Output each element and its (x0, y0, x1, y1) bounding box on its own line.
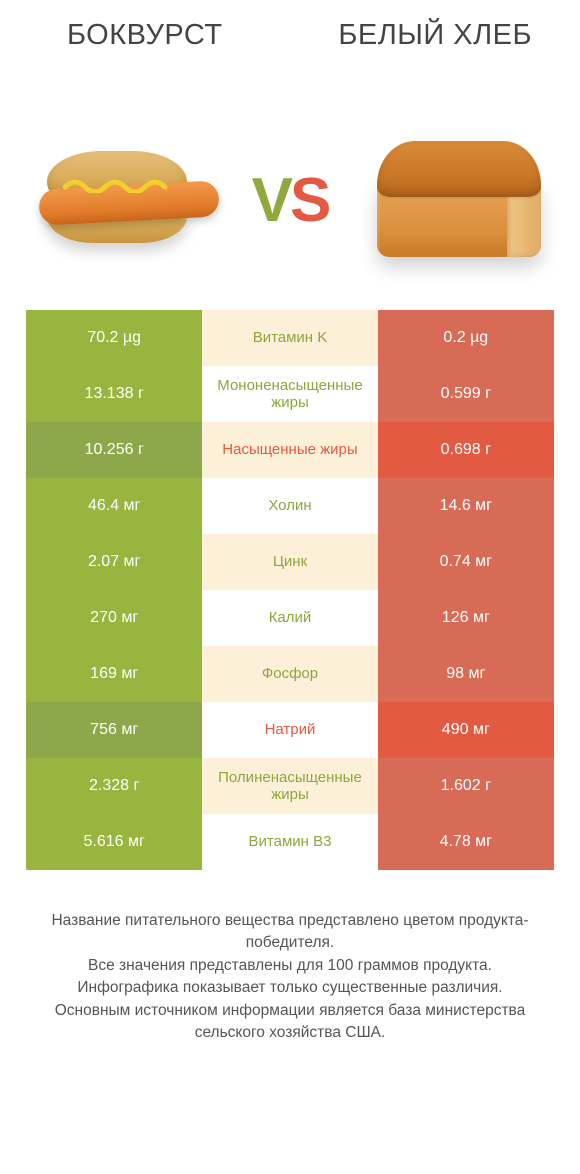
title-right: БЕЛЫЙ ХЛЕБ (316, 20, 554, 52)
vs-label: VS (252, 165, 329, 236)
cell-right: 0.698 г (378, 422, 554, 478)
cell-right: 1.602 г (378, 758, 554, 814)
vs-row: VS (26, 110, 554, 290)
cell-mid: Фосфор (202, 646, 377, 702)
bread-icon (369, 135, 549, 265)
table-row: 5.616 мгВитамин B34.78 мг (26, 814, 554, 870)
food-left-image (26, 130, 216, 270)
cell-right: 14.6 мг (378, 478, 554, 534)
vs-s: S (290, 166, 328, 235)
cell-left: 2.07 мг (26, 534, 202, 590)
table-row: 13.138 гМононенасыщенные жиры0.599 г (26, 366, 554, 422)
cell-left: 756 мг (26, 702, 202, 758)
cell-left: 270 мг (26, 590, 202, 646)
table-row: 2.07 мгЦинк0.74 мг (26, 534, 554, 590)
cell-mid: Цинк (202, 534, 377, 590)
cell-left: 13.138 г (26, 366, 202, 422)
table-row: 756 мгНатрий490 мг (26, 702, 554, 758)
footnote-line: Инфографика показывает только существенн… (36, 977, 544, 999)
cell-right: 490 мг (378, 702, 554, 758)
cell-left: 70.2 µg (26, 310, 202, 366)
cell-right: 98 мг (378, 646, 554, 702)
cell-mid: Мононенасыщенные жиры (202, 366, 377, 422)
title-left: БОКВУРСТ (26, 20, 264, 52)
table-row: 169 мгФосфор98 мг (26, 646, 554, 702)
cell-left: 10.256 г (26, 422, 202, 478)
cell-mid: Насыщенные жиры (202, 422, 377, 478)
footnote-line: Название питательного вещества представл… (36, 910, 544, 955)
cell-left: 46.4 мг (26, 478, 202, 534)
cell-mid: Витамин K (202, 310, 377, 366)
table-row: 70.2 µgВитамин K0.2 µg (26, 310, 554, 366)
cell-right: 126 мг (378, 590, 554, 646)
footnote-line: Основным источником информации является … (36, 1000, 544, 1045)
cell-right: 0.2 µg (378, 310, 554, 366)
vs-v: V (252, 166, 290, 235)
cell-mid: Натрий (202, 702, 377, 758)
food-right-image (364, 130, 554, 270)
cell-left: 169 мг (26, 646, 202, 702)
title-row: БОКВУРСТ БЕЛЫЙ ХЛЕБ (26, 20, 554, 110)
hotdog-icon (41, 145, 201, 255)
table-row: 270 мгКалий126 мг (26, 590, 554, 646)
footnote: Название питательного вещества представл… (26, 910, 554, 1045)
cell-right: 0.599 г (378, 366, 554, 422)
cell-mid: Полиненасыщенные жиры (202, 758, 377, 814)
cell-mid: Витамин B3 (202, 814, 377, 870)
table-row: 2.328 гПолиненасыщенные жиры1.602 г (26, 758, 554, 814)
infographic-container: БОКВУРСТ БЕЛЫЙ ХЛЕБ VS 70.2 µgВитами (0, 0, 580, 1174)
cell-left: 2.328 г (26, 758, 202, 814)
cell-right: 4.78 мг (378, 814, 554, 870)
cell-left: 5.616 мг (26, 814, 202, 870)
cell-mid: Холин (202, 478, 377, 534)
table-row: 46.4 мгХолин14.6 мг (26, 478, 554, 534)
footnote-line: Все значения представлены для 100 граммо… (36, 955, 544, 977)
comparison-table: 70.2 µgВитамин K0.2 µg13.138 гМононенасы… (26, 310, 554, 870)
table-row: 10.256 гНасыщенные жиры0.698 г (26, 422, 554, 478)
cell-right: 0.74 мг (378, 534, 554, 590)
cell-mid: Калий (202, 590, 377, 646)
